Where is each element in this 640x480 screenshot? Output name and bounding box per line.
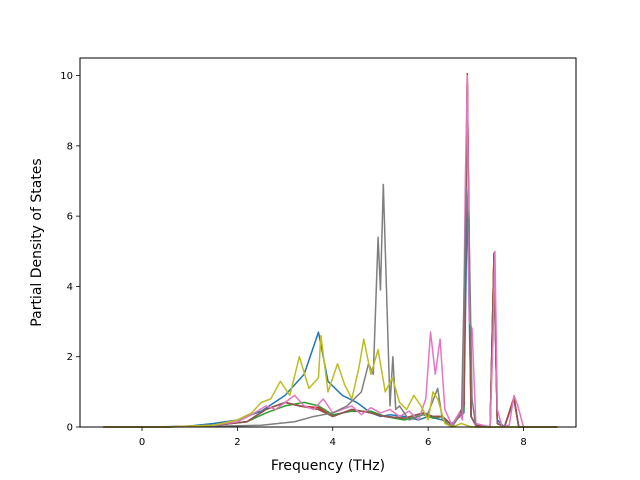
series-layer [103, 73, 558, 428]
y-tick-label: 8 [67, 141, 73, 152]
pdos-series-9 [103, 334, 558, 428]
y-tick-label: 2 [67, 352, 73, 363]
x-tick-label: 0 [139, 437, 145, 448]
plot-frame [79, 57, 577, 428]
x-tick-label: 8 [520, 437, 526, 448]
x-axis-label: Frequency (THz) [271, 458, 385, 474]
x-tick-label: 6 [425, 437, 431, 448]
y-tick-label: 0 [67, 423, 73, 434]
axis-layer: 0 2 4 6 8 0 2 4 6 8 10 [60, 71, 526, 448]
y-axis-label: Partial Density of States [29, 158, 45, 326]
x-tick-label: 2 [234, 437, 240, 448]
pdos-series-7 [103, 74, 558, 428]
y-tick-label: 6 [67, 212, 73, 223]
y-tick-label: 10 [60, 71, 73, 82]
x-tick-label: 4 [330, 437, 336, 448]
y-tick-label: 4 [67, 282, 73, 293]
